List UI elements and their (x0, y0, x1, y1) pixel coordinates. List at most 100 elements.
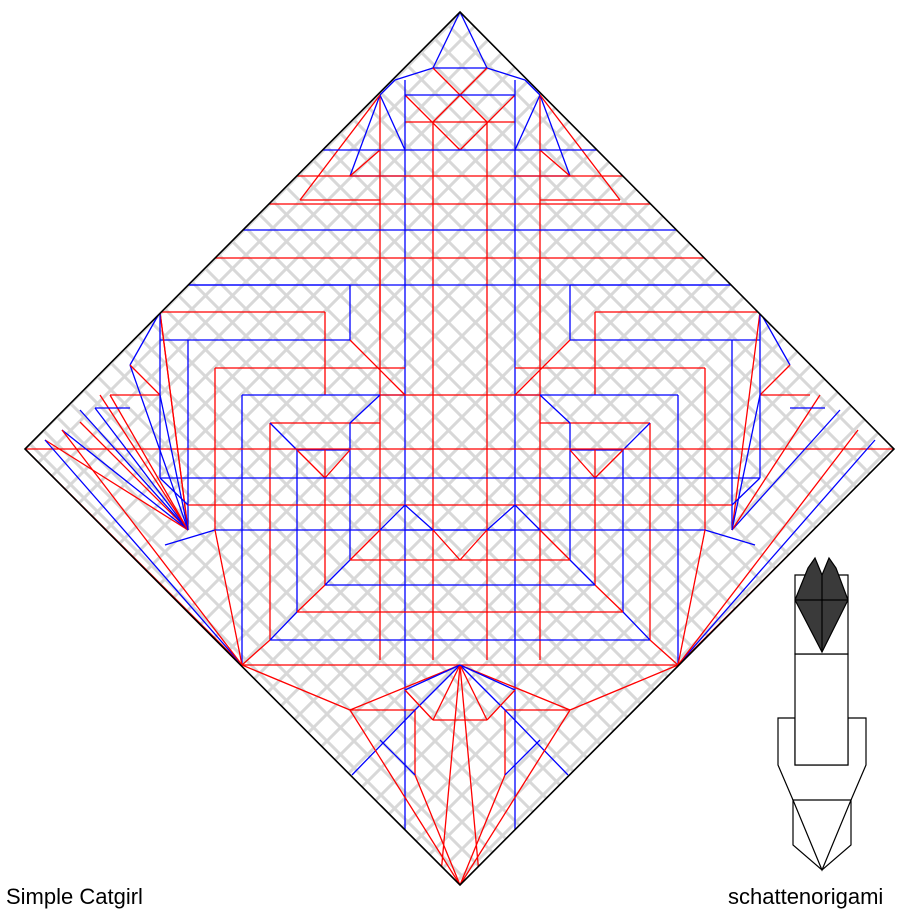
valley-crease (459, 664, 516, 691)
hinge-line (25, 12, 584, 885)
hinge-line (25, 12, 260, 885)
mountain-crease (432, 664, 461, 721)
valley-crease (524, 79, 541, 96)
hinge-line (25, 12, 44, 885)
hinge-line (259, 12, 894, 885)
hinge-line (25, 12, 584, 885)
valley-crease (44, 439, 243, 666)
mountain-crease (539, 94, 621, 201)
hinge-line (25, 12, 44, 885)
valley-crease (379, 79, 396, 96)
valley-crease (349, 94, 381, 177)
mountain-crease (214, 529, 243, 666)
valley-crease (731, 394, 761, 531)
model-dress-outline (792, 799, 852, 872)
hinge-line (394, 12, 894, 885)
hinge-line (25, 12, 125, 885)
hinge-line (25, 12, 152, 885)
hinge-line (25, 12, 260, 885)
mountain-crease (299, 94, 381, 201)
hinge-line (232, 12, 894, 885)
author-name: schattenorigami (728, 884, 884, 909)
hinge-line (610, 12, 894, 885)
hinge-line (0, 0, 15, 915)
model-title: Simple Catgirl (6, 884, 143, 909)
valley-crease (129, 311, 161, 366)
hinge-line (25, 12, 395, 885)
hinge-line (583, 12, 894, 885)
mountain-crease (649, 639, 679, 666)
valley-crease (459, 664, 506, 711)
valley-crease (622, 611, 651, 641)
mountain-crease (44, 439, 189, 531)
valley-crease (404, 664, 461, 691)
hinge-line (0, 0, 15, 915)
hinge-line (909, 0, 914, 915)
valley-crease (486, 504, 516, 531)
valley-crease (514, 504, 541, 531)
valley-crease (504, 709, 569, 776)
mountain-crease (241, 664, 351, 711)
hinge-line (610, 12, 894, 885)
valley-crease (159, 394, 189, 531)
mountain-crease (241, 639, 271, 666)
valley-crease (504, 739, 541, 776)
hinge-line (421, 12, 894, 885)
hinge-line (909, 0, 914, 915)
valley-crease (414, 664, 461, 711)
hinge-line (286, 12, 894, 885)
mountain-crease (759, 364, 791, 396)
crease-lines (25, 12, 894, 885)
valley-crease (129, 364, 189, 531)
valley-crease (61, 429, 189, 531)
valley-crease (404, 504, 434, 531)
hinge-line (637, 12, 894, 885)
hinge-line (205, 12, 894, 885)
hinge-line (25, 12, 692, 885)
hinge-line (25, 12, 152, 885)
mountain-crease (79, 421, 189, 531)
mountain-crease (459, 529, 488, 561)
valley-crease (379, 94, 406, 151)
hinge-line (880, 12, 894, 885)
mountain-crease (459, 774, 506, 885)
valley-crease (622, 422, 651, 451)
hinge-line (25, 12, 314, 885)
hinge-line (367, 12, 894, 885)
valley-crease (486, 67, 526, 81)
hinge-line (25, 12, 746, 885)
valley-crease (704, 529, 756, 546)
mountain-crease (432, 529, 461, 561)
hinge-line (25, 12, 125, 885)
hinge-line (25, 12, 368, 885)
hinge-line (25, 12, 530, 885)
hinge-line (25, 12, 98, 885)
hinge-line (637, 12, 894, 885)
mountain-crease (731, 311, 761, 531)
mountain-crease (569, 664, 679, 711)
hinge-line (25, 12, 665, 885)
hinge-line (25, 12, 422, 885)
hinge-line (25, 12, 422, 885)
valley-crease (159, 477, 189, 506)
valley-crease (349, 394, 381, 424)
paper-square-border (23, 10, 896, 887)
mountain-crease (594, 584, 624, 613)
mountain-crease (459, 664, 571, 711)
mountain-crease (569, 449, 596, 479)
mountain-valley-crease (432, 12, 461, 69)
mountain-crease (296, 449, 326, 479)
valley-crease (324, 559, 351, 586)
mountain-crease (349, 529, 381, 561)
mountain-crease (296, 584, 326, 613)
hinge-line (25, 12, 476, 885)
valley-crease (79, 409, 189, 531)
mountain-crease (539, 149, 571, 177)
hinge-line (340, 12, 894, 885)
mountain-crease (61, 429, 243, 666)
mountain-crease (459, 664, 488, 721)
valley-crease (539, 94, 571, 177)
hinge-line (25, 12, 98, 885)
mountain-valley-crease (459, 12, 488, 69)
mountain-crease (349, 709, 461, 885)
